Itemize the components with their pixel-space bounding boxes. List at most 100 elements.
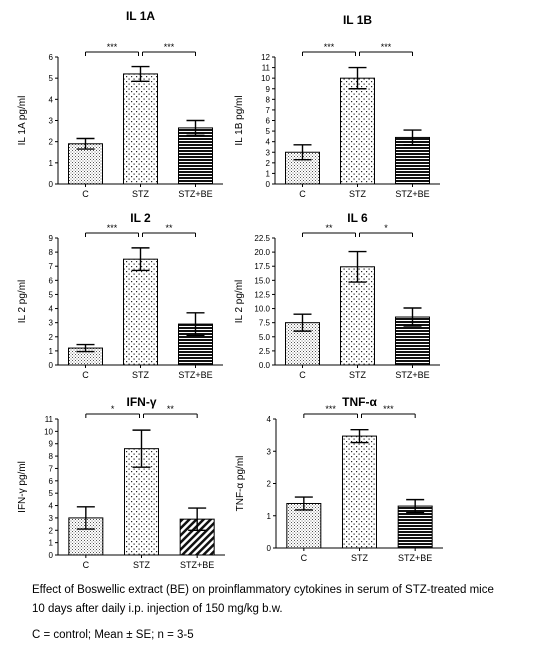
y-tick-label: 11 — [262, 64, 271, 73]
y-tick-label: 8 — [49, 248, 54, 257]
y-tick-label: 1 — [267, 512, 272, 521]
y-tick-label: 2 — [266, 159, 271, 168]
y-tick-label: 5 — [49, 489, 54, 498]
y-tick-label: 6 — [49, 477, 54, 486]
y-tick-label: 9 — [49, 440, 54, 449]
y-tick-label: 3 — [49, 514, 54, 523]
y-tick-label: 3 — [266, 148, 271, 157]
x-tick-label: STZ+BE — [180, 560, 214, 570]
y-tick-label: 9 — [49, 234, 54, 243]
y-tick-label: 1 — [266, 169, 271, 178]
y-tick-label: 3 — [49, 319, 54, 328]
y-axis-title: IL 2 pg/ml — [234, 280, 245, 324]
y-tick-label: 10 — [44, 427, 53, 436]
x-tick-label: STZ — [349, 370, 367, 380]
significance-label: *** — [383, 404, 394, 414]
y-tick-label: 7 — [49, 262, 54, 271]
bar-STZ — [123, 73, 158, 185]
y-tick-label: 1 — [49, 539, 54, 548]
significance-label: *** — [381, 42, 392, 52]
y-tick-label: 0 — [49, 180, 54, 189]
y-tick-label: 2.5 — [259, 347, 271, 356]
y-tick-label: 11 — [45, 415, 54, 424]
significance-label: *** — [107, 223, 118, 233]
y-tick-label: 5 — [266, 127, 271, 136]
y-tick-label: 4 — [49, 95, 54, 104]
y-axis-title: IL 1B pg/ml — [234, 95, 245, 145]
y-axis-title: TNF-α pg/ml — [235, 456, 246, 512]
x-tick-label: C — [299, 370, 306, 380]
y-tick-label: 6 — [266, 117, 271, 126]
significance-label: *** — [107, 42, 118, 52]
x-tick-label: STZ+BE — [398, 553, 432, 563]
figure-caption-line-3: C = control; Mean ± SE; n = 3-5 — [32, 629, 194, 641]
chart-title: IL 1A — [126, 9, 155, 23]
y-tick-label: 6 — [49, 53, 54, 62]
y-tick-label: 2 — [267, 480, 272, 489]
y-tick-label: 5.0 — [259, 333, 271, 342]
chart-title: IL 1B — [343, 13, 372, 27]
figure-caption-line-2: 10 days after daily i.p. injection of 15… — [32, 603, 283, 615]
significance-label: *** — [324, 42, 335, 52]
x-tick-label: STZ — [349, 189, 367, 199]
y-tick-label: 2 — [49, 333, 54, 342]
x-tick-label: C — [82, 189, 89, 199]
chart-title: IFN-γ — [127, 395, 157, 409]
y-tick-label: 20.0 — [254, 248, 270, 257]
y-axis-title: IL 2 pg/ml — [17, 280, 28, 324]
y-tick-label: 1 — [49, 347, 54, 356]
y-tick-label: 0 — [266, 180, 271, 189]
x-tick-label: STZ+BE — [395, 370, 429, 380]
y-tick-label: 4 — [267, 415, 272, 424]
y-tick-label: 6 — [49, 276, 54, 285]
x-tick-label: STZ — [132, 189, 150, 199]
y-tick-label: 8 — [266, 95, 271, 104]
chart-panel-5: IFN-γ 0 1 2 3 4 5 6 7 8 9 10 11 IFN-γ pg/ml C STZ STZ+BE… — [17, 395, 225, 570]
y-tick-label: 8 — [49, 452, 54, 461]
y-tick-label: 9 — [266, 85, 271, 94]
x-tick-label: STZ — [132, 370, 150, 380]
chart-panel-4: IL 6 0.0 2.5 5.0 7.5 10.0 12.5 15.0 17.5 20.0 22.5… — [234, 211, 440, 380]
y-tick-label: 4 — [49, 502, 54, 511]
chart-panel-6: TNF-α 0 1 2 3 4 TNF-α pg/ml C STZ STZ+BE *** *** — [235, 395, 443, 563]
significance-label: * — [111, 404, 115, 414]
bar-STZ — [340, 77, 375, 185]
figure-caption-line-1: Effect of Boswellic extract (BE) on proi… — [32, 584, 494, 596]
x-tick-label: C — [301, 553, 308, 563]
x-tick-label: STZ — [133, 560, 151, 570]
chart-panel-1: IL 1A 0 1 2 3 4 5 6 IL 1A pg/ml C STZ STZ+BE *** *** — [17, 9, 223, 199]
y-tick-label: 5 — [49, 74, 54, 83]
significance-label: ** — [165, 223, 173, 233]
x-tick-label: C — [83, 560, 90, 570]
significance-label: * — [384, 223, 388, 233]
y-tick-label: 7 — [49, 464, 54, 473]
bar-STZ — [123, 258, 158, 366]
chart-title: TNF-α — [342, 395, 377, 409]
y-tick-label: 2 — [49, 138, 54, 147]
y-tick-label: 3 — [49, 117, 54, 126]
y-tick-label: 15.0 — [254, 276, 270, 285]
chart-title: IL 6 — [347, 211, 368, 225]
y-tick-label: 0 — [49, 361, 54, 370]
y-tick-label: 7.5 — [259, 319, 271, 328]
y-tick-label: 4 — [49, 305, 54, 314]
x-tick-label: C — [82, 370, 89, 380]
y-tick-label: 2 — [49, 526, 54, 535]
y-tick-label: 10.0 — [254, 305, 270, 314]
y-tick-label: 0 — [49, 551, 54, 560]
y-tick-label: 22.5 — [254, 234, 270, 243]
x-tick-label: STZ+BE — [395, 189, 429, 199]
chart-title: IL 2 — [130, 211, 151, 225]
y-tick-label: 7 — [266, 106, 271, 115]
y-tick-label: 4 — [266, 138, 271, 147]
y-tick-label: 0.0 — [259, 361, 271, 370]
significance-label: *** — [164, 42, 175, 52]
significance-label: ** — [325, 223, 333, 233]
y-axis-title: IL 1A pg/ml — [17, 96, 28, 146]
x-tick-label: C — [299, 189, 306, 199]
y-tick-label: 12 — [261, 53, 270, 62]
bar-C — [68, 143, 103, 185]
significance-label: *** — [325, 404, 336, 414]
bar-STZ — [340, 266, 375, 366]
